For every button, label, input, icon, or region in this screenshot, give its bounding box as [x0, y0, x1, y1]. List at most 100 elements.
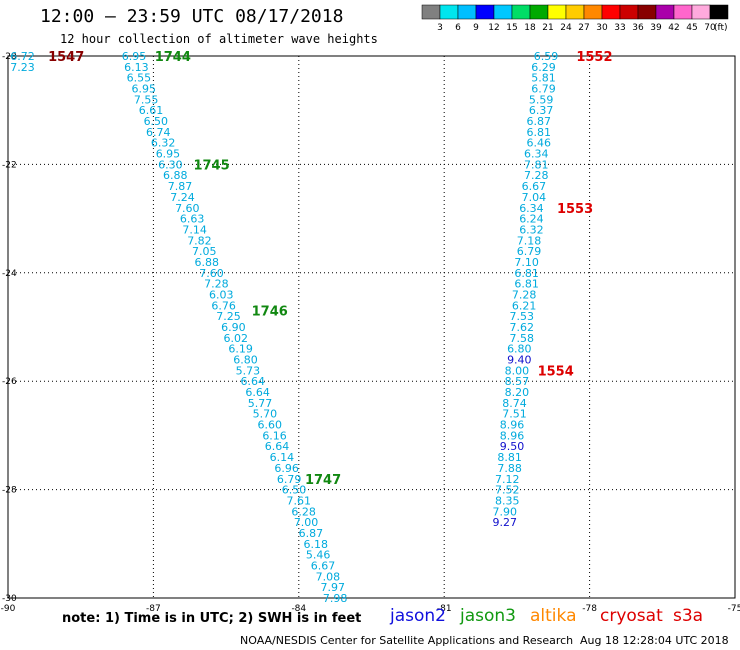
swh-value-label: 8.20	[505, 386, 530, 399]
swh-value-label: 6.55	[127, 72, 152, 85]
units-note: note: 1) Time is in UTC; 2) SWH is in fe…	[62, 611, 362, 626]
colorbar-label: 45	[686, 23, 697, 33]
swh-value-label: 6.60	[257, 419, 282, 432]
colorbar-label: 39	[650, 23, 662, 33]
swh-value-label: 7.61	[287, 494, 312, 507]
swh-value-label: 6.88	[194, 256, 219, 269]
colorbar-label: 24	[560, 23, 572, 33]
swh-value-label: 6.24	[519, 213, 544, 226]
swh-value-label: 8.74	[502, 397, 527, 410]
footer-timestamp: Aug 18 12:28:04 UTC 2018	[580, 634, 729, 647]
swh-value-label: 9.40	[507, 354, 532, 367]
swh-value-label: 8.96	[500, 419, 525, 432]
colorbar-label: 6	[455, 23, 461, 33]
swh-value-label: 8.96	[500, 429, 525, 442]
swh-value-label: 6.72	[10, 50, 35, 63]
colorbar-label: 27	[578, 23, 589, 33]
swh-value-label: 7.88	[497, 462, 522, 475]
chart-subtitle: 12 hour collection of altimeter wave hei…	[60, 32, 378, 46]
swh-value-label: 6.95	[156, 148, 181, 161]
swh-value-label: 7.60	[175, 202, 200, 215]
swh-value-label: 6.59	[534, 50, 559, 63]
swh-value-label: 6.64	[265, 440, 290, 453]
swh-value-label: 6.95	[131, 83, 156, 96]
swh-value-label: 6.79	[277, 473, 302, 486]
swh-value-label: 6.13	[124, 61, 149, 74]
swh-value-label: 6.81	[526, 126, 551, 139]
pass-time-label: 1745	[193, 158, 229, 173]
y-tick-label: -30	[2, 594, 17, 604]
colorbar-label: 33	[614, 23, 625, 33]
swh-value-label: 6.02	[224, 332, 249, 345]
colorbar-label: 15	[506, 23, 517, 33]
colorbar-swatch	[709, 4, 729, 20]
colorbar-label: 12	[488, 23, 499, 33]
colorbar-label: 21	[542, 23, 553, 33]
swh-value-label: 7.60	[199, 267, 224, 280]
swh-value-label: 7.12	[495, 473, 520, 486]
color-scale-bar: 3 6 9 12 15 18 21 24 27 30 33 36 39 42 45 70(ft)	[421, 4, 729, 33]
swh-value-label: 5.73	[236, 364, 261, 377]
swh-value-label: 6.96	[274, 462, 299, 475]
swh-value-label: 6.79	[531, 83, 556, 96]
colorbar-label: 18	[524, 23, 536, 33]
colorbar-label: 70	[704, 23, 716, 33]
swh-value-label: 6.81	[514, 267, 539, 280]
swh-value-label: 7.24	[170, 191, 195, 204]
legend-jason2: jason2	[390, 606, 446, 626]
swh-value-label: 7.81	[524, 158, 549, 171]
chart-title: 12:00 – 23:59 UTC 08/17/2018	[40, 6, 344, 27]
swh-value-label: 7.10	[514, 256, 539, 269]
swh-value-label: 7.62	[509, 321, 534, 334]
x-tick-label: -87	[146, 604, 161, 614]
y-tick-label: -26	[2, 377, 17, 387]
swh-value-label: 6.87	[299, 527, 324, 540]
y-tick-label: -20	[2, 52, 17, 62]
swh-value-label: 7.28	[512, 288, 537, 301]
swh-value-label: 6.32	[519, 223, 544, 236]
swh-value-label: 6.81	[514, 278, 539, 291]
swh-value-label: 6.34	[519, 202, 544, 215]
colorbar-unit: (ft)	[714, 23, 728, 33]
swh-value-label: 7.14	[182, 223, 207, 236]
colorbar-label: 42	[668, 23, 679, 33]
swh-value-label: 6.76	[211, 299, 236, 312]
wave-height-chart: -90 -87 -84 -81 -78 -75 -20 -22 -24 -26 -28 -30 6.72…	[1, 50, 740, 614]
pass-time-label: 1554	[538, 364, 574, 379]
swh-value-label: 7.05	[192, 245, 217, 258]
swh-value-label: 7.97	[320, 581, 345, 594]
swh-value-label: 6.95	[122, 50, 147, 63]
swh-value-label: 6.63	[180, 213, 205, 226]
pass-time-label: 1744	[155, 50, 191, 65]
swh-value-label: 7.00	[294, 516, 319, 529]
swh-value-label: 7.25	[216, 310, 241, 323]
swh-value-label: 8.35	[495, 494, 520, 507]
colorbar-label: 3	[437, 23, 443, 33]
swh-value-label: 6.50	[282, 484, 307, 497]
swh-value-label: 6.67	[522, 180, 547, 193]
x-tick-label: -75	[728, 604, 740, 614]
swh-value-label: 7.51	[502, 408, 527, 421]
y-tick-label: -28	[2, 486, 17, 496]
swh-value-label: 7.52	[495, 484, 520, 497]
pass-time-label: 1552	[576, 50, 612, 65]
plot-frame	[7, 55, 736, 599]
swh-value-label: 6.64	[241, 375, 266, 388]
legend-jason3: jason3	[460, 606, 516, 626]
swh-value-label: 6.16	[262, 429, 287, 442]
swh-value-label: 7.58	[509, 332, 534, 345]
swh-value-label: 5.77	[248, 397, 273, 410]
swh-value-label: 7.55	[134, 93, 159, 106]
swh-value-label: 6.34	[524, 148, 549, 161]
swh-value-label: 6.90	[221, 321, 246, 334]
swh-value-label: 6.61	[139, 104, 164, 117]
x-tick-label: -90	[1, 604, 16, 614]
x-tick-label: -78	[582, 604, 597, 614]
swh-value-label: 5.46	[306, 549, 331, 562]
swh-value-label: 7.53	[509, 310, 534, 323]
swh-value-label: 7.18	[517, 234, 542, 247]
swh-value-label: 6.64	[245, 386, 270, 399]
swh-value-label: 6.32	[151, 137, 176, 150]
swh-value-label: 6.14	[270, 451, 295, 464]
swh-value-label: 6.30	[158, 158, 183, 171]
